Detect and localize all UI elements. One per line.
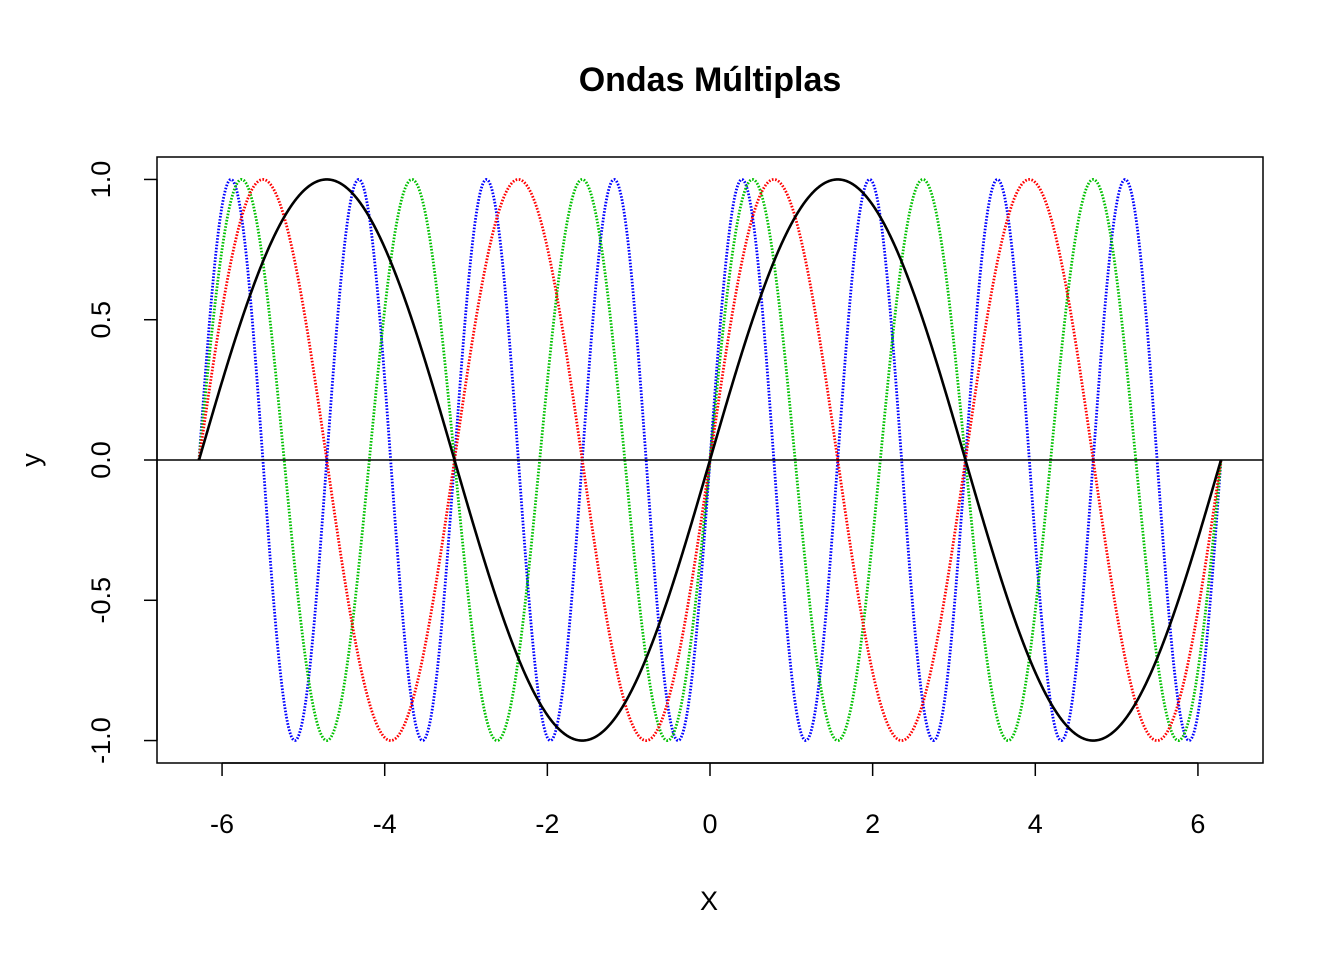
x-tick-label: -4: [373, 809, 397, 839]
x-tick-label: -2: [535, 809, 559, 839]
x-tick-label: 0: [702, 809, 717, 839]
y-tick-label: 0.0: [86, 441, 116, 479]
x-tick-label: -6: [210, 809, 234, 839]
y-tick-label: 1.0: [86, 161, 116, 199]
x-axis-label: X: [700, 886, 718, 916]
x-tick-label: 6: [1190, 809, 1205, 839]
x-tick-label: 4: [1028, 809, 1043, 839]
chart-title: Ondas Múltiplas: [579, 61, 842, 99]
y-tick-label: -1.0: [86, 717, 116, 764]
y-tick-label: -0.5: [86, 577, 116, 624]
axes-layer: -6 -4 -2 0 2 4 6 -1.0 -0.5 0.0 0.5 1.0: [86, 161, 1263, 839]
y-axis-label: y: [16, 453, 46, 467]
y-tick-label: 0.5: [86, 301, 116, 339]
x-tick-label: 2: [865, 809, 880, 839]
plot-frame: [156, 156, 1264, 764]
